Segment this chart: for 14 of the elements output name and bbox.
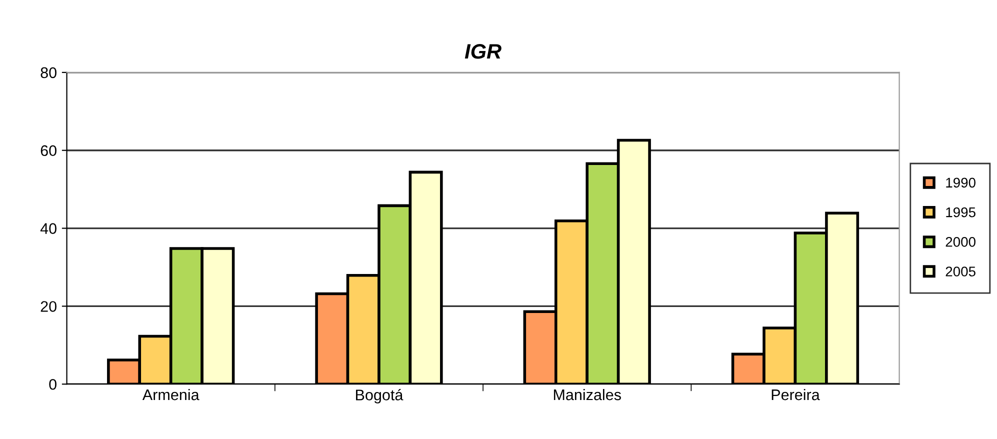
- x-tick-label: Pereira: [772, 388, 820, 400]
- y-tick-label: 20: [40, 301, 56, 312]
- y-tick-label: 80: [40, 67, 56, 78]
- chart-title: IGR: [464, 44, 502, 59]
- y-tick-label: 40: [40, 223, 56, 234]
- x-tick-label: Manizales: [554, 388, 621, 400]
- legend-label: 2005: [946, 266, 976, 276]
- legend-label: 2000: [946, 236, 976, 247]
- legend-label: 1990: [946, 178, 976, 188]
- y-tick-label: 0: [49, 378, 56, 390]
- x-tick-label: Bogotá: [356, 388, 404, 404]
- y-tick-label: 60: [40, 145, 56, 156]
- legend-label: 1995: [946, 207, 976, 218]
- x-tick-label: Armenia: [142, 388, 200, 400]
